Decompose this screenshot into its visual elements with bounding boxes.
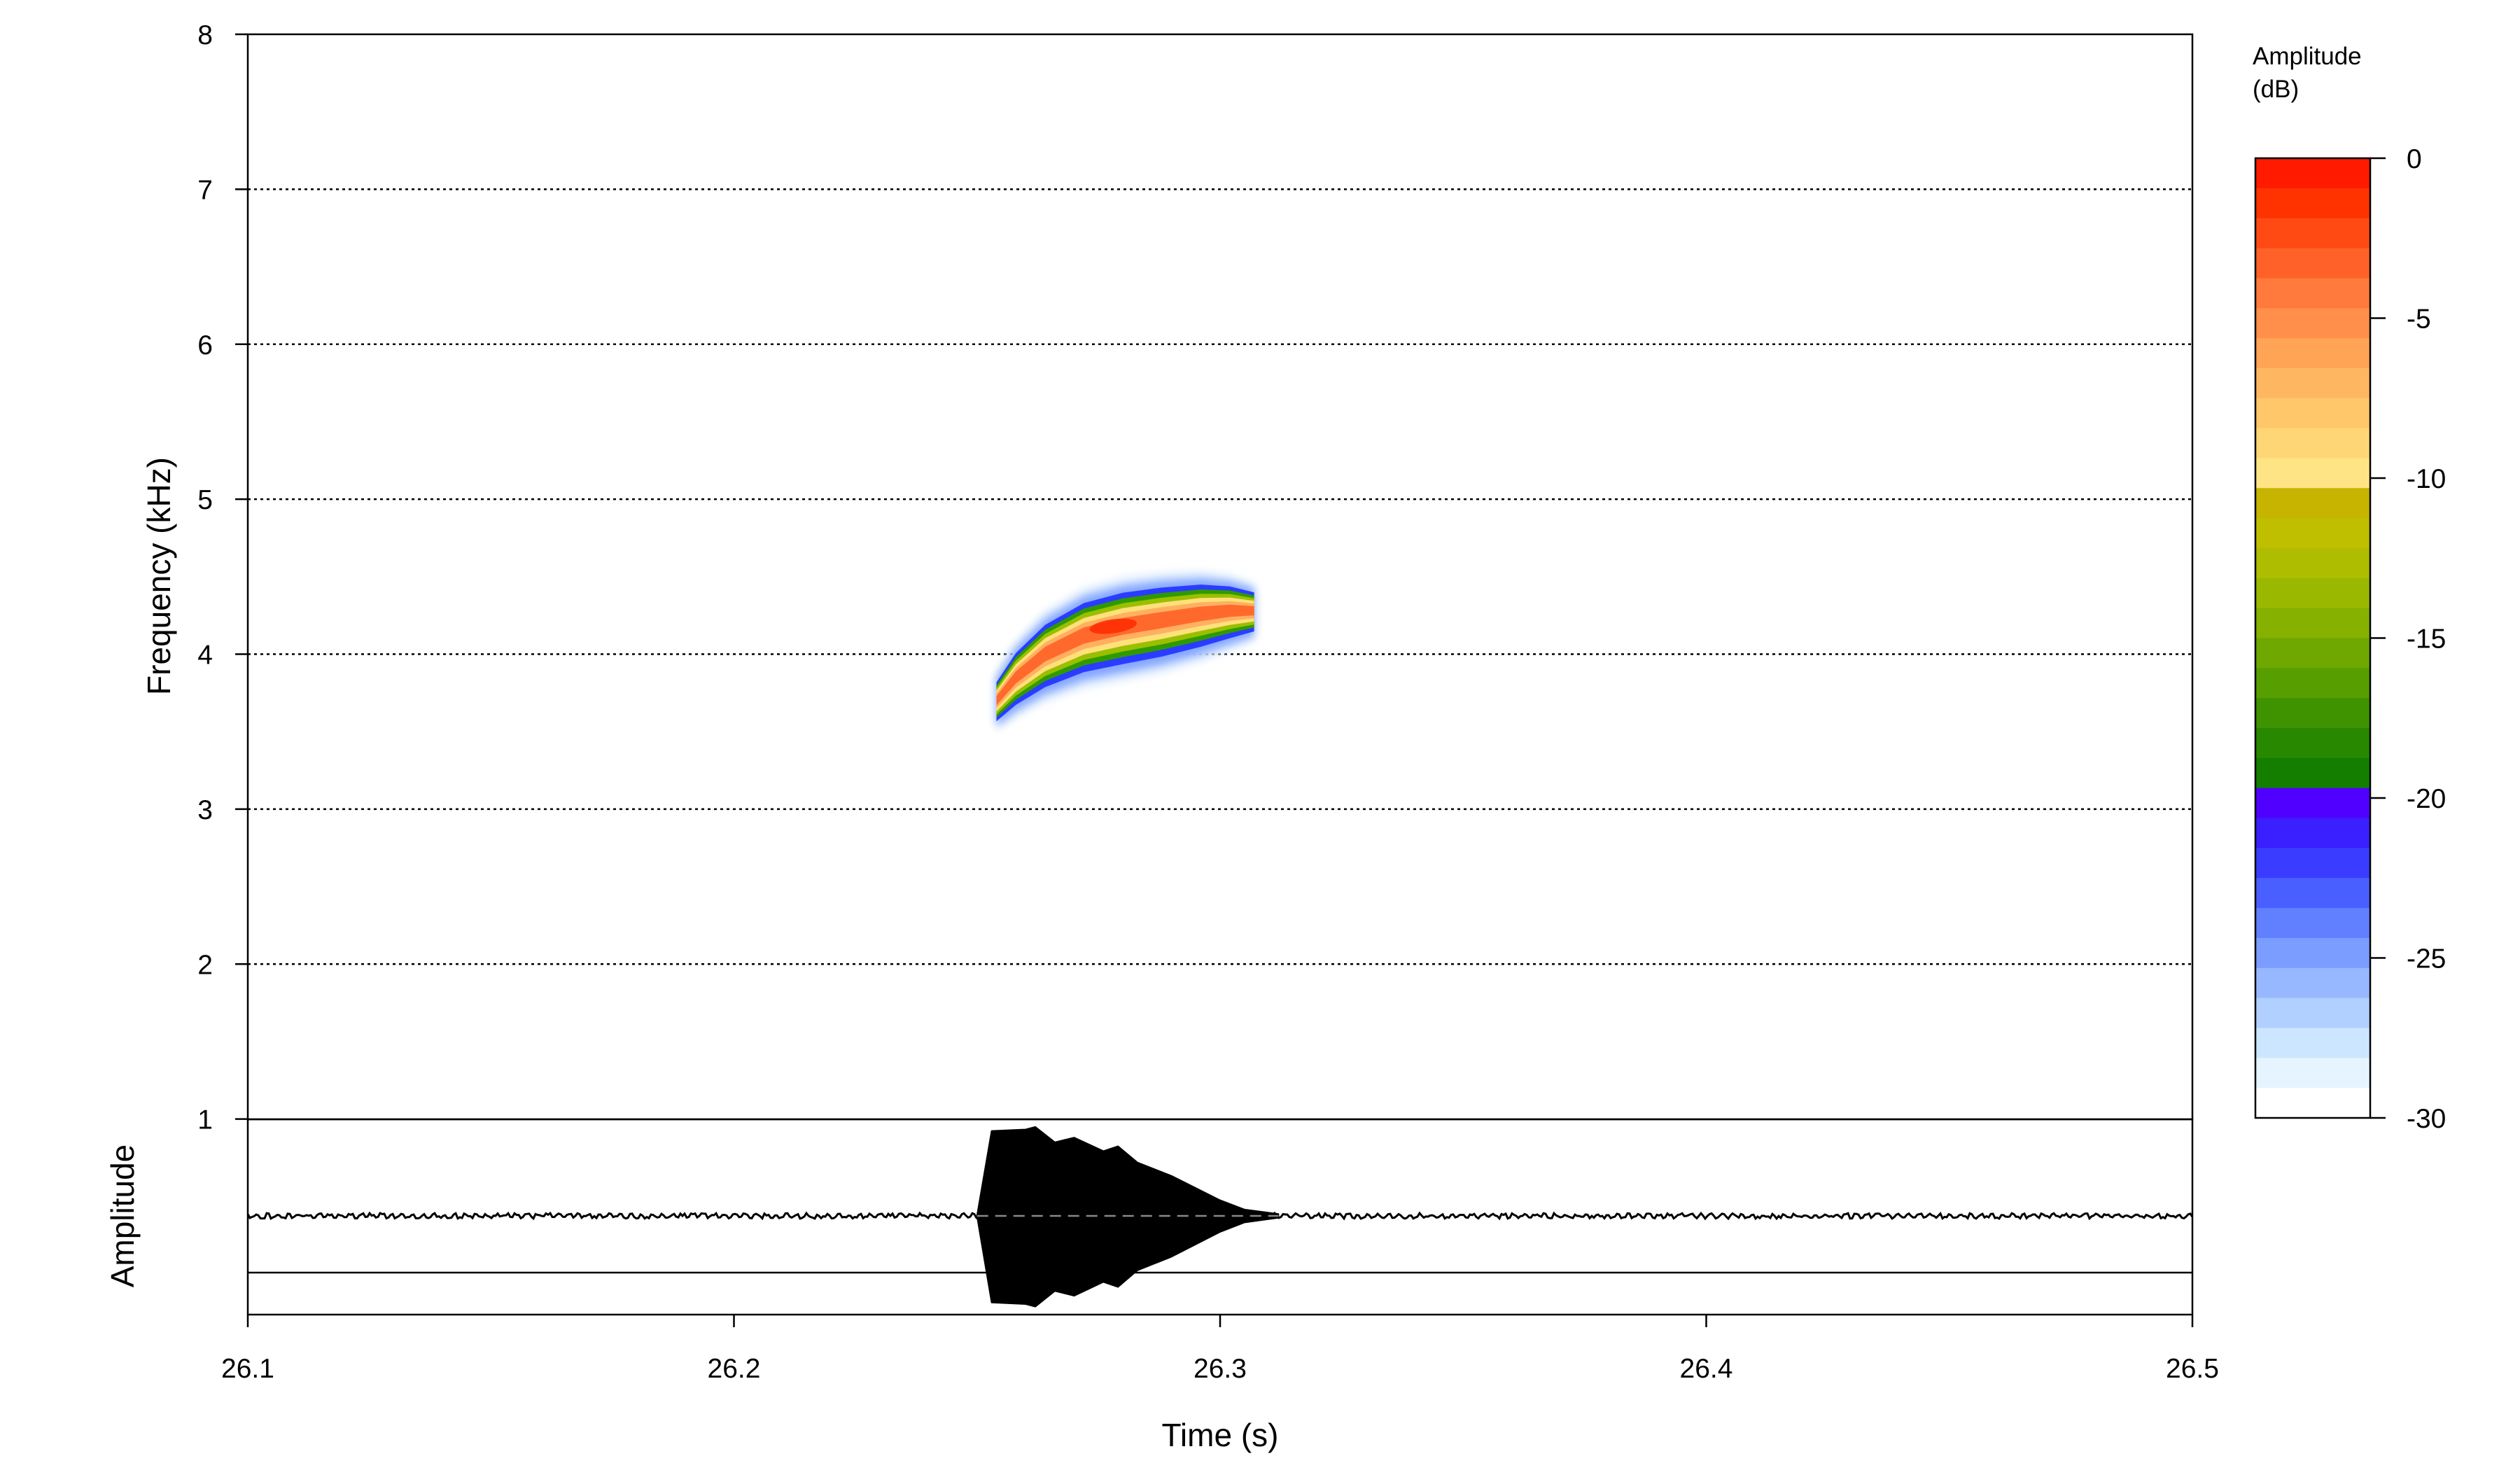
colorbar-swatch: [2255, 218, 2370, 249]
colorbar-swatch: [2255, 757, 2370, 789]
colorbar-title-line1: Amplitude: [2253, 43, 2362, 70]
colorbar-swatch: [2255, 668, 2370, 699]
y-tick-label: 6: [197, 330, 213, 360]
y-tick-label: 2: [197, 950, 213, 980]
call-spectrogram: [996, 570, 1254, 731]
colorbar-swatch: [2255, 338, 2370, 369]
colorbar-swatch: [2255, 398, 2370, 429]
y-tick-label: 3: [197, 795, 213, 825]
colorbar-tick-label: 0: [2407, 144, 2422, 174]
colorbar-swatch: [2255, 698, 2370, 729]
colorbar-tick-label: -5: [2407, 304, 2431, 335]
x-tick-label: 26.1: [221, 1354, 274, 1384]
colorbar-swatch: [2255, 458, 2370, 489]
y-tick-label: 5: [197, 485, 213, 515]
colorbar-tick-label: -10: [2407, 464, 2446, 494]
call-peak: [1089, 618, 1137, 634]
colorbar-swatch: [2255, 1058, 2370, 1088]
colorbar-swatch: [2255, 818, 2370, 848]
colorbar-swatch: [2255, 728, 2370, 759]
colorbar-swatch: [2255, 608, 2370, 639]
colorbar-swatch: [2255, 248, 2370, 279]
colorbar: 0 -5 -10 -15 -20 -25 -30: [2254, 144, 2446, 1134]
colorbar-swatch: [2255, 308, 2370, 339]
y-axis-label: Frequency (kHz): [141, 457, 177, 695]
oscillogram-y-axis-label: Amplitude: [104, 1144, 141, 1288]
y-tick-label: 4: [197, 640, 213, 671]
frequency-axis-ticks: 1 2 3 4 5 6 7 8: [197, 20, 248, 1135]
colorbar-swatch: [2255, 788, 2370, 819]
colorbar-swatch: [2255, 578, 2370, 609]
colorbar-swatch: [2255, 937, 2370, 969]
colorbar-swatch: [2255, 488, 2370, 519]
call-contour-level: [996, 601, 1254, 708]
colorbar-swatch: [2255, 848, 2370, 878]
frequency-grid: [248, 188, 2192, 965]
x-tick-label: 26.2: [708, 1354, 761, 1384]
colorbar-tick-label: -30: [2407, 1104, 2446, 1134]
colorbar-swatch: [2255, 278, 2370, 309]
colorbar-swatch: [2255, 967, 2370, 999]
colorbar-swatch: [2255, 518, 2370, 549]
y-tick-label: 1: [197, 1105, 213, 1135]
colorbar-swatch: [2255, 428, 2370, 459]
colorbar-tick-label: -20: [2407, 784, 2446, 814]
colorbar-tick-label: -25: [2407, 944, 2446, 974]
colorbar-swatch: [2255, 878, 2370, 909]
colorbar-swatch: [2255, 638, 2370, 668]
colorbar-swatch: [2255, 547, 2370, 579]
colorbar-tick-label: -15: [2407, 624, 2446, 654]
x-tick-label: 26.3: [1194, 1354, 1247, 1384]
time-axis-ticks: 26.1 26.2 26.3 26.4 26.5: [221, 1315, 2219, 1384]
x-tick-label: 26.5: [2166, 1354, 2219, 1384]
colorbar-swatch: [2255, 368, 2370, 399]
colorbar-swatch: [2255, 1028, 2370, 1058]
oscillogram-waveform: [246, 1126, 2194, 1308]
colorbar-title-line2: (dB): [2253, 76, 2299, 103]
x-tick-label: 26.4: [1680, 1354, 1733, 1384]
colorbar-swatch: [2255, 997, 2370, 1029]
colorbar-swatch: [2255, 908, 2370, 939]
colorbar-swatch: [2255, 1088, 2370, 1119]
colorbar-swatch: [2255, 158, 2370, 189]
y-tick-label: 7: [197, 175, 213, 205]
y-tick-label: 8: [197, 20, 213, 50]
x-axis-label: Time (s): [1162, 1417, 1279, 1453]
colorbar-swatch: [2255, 188, 2370, 219]
